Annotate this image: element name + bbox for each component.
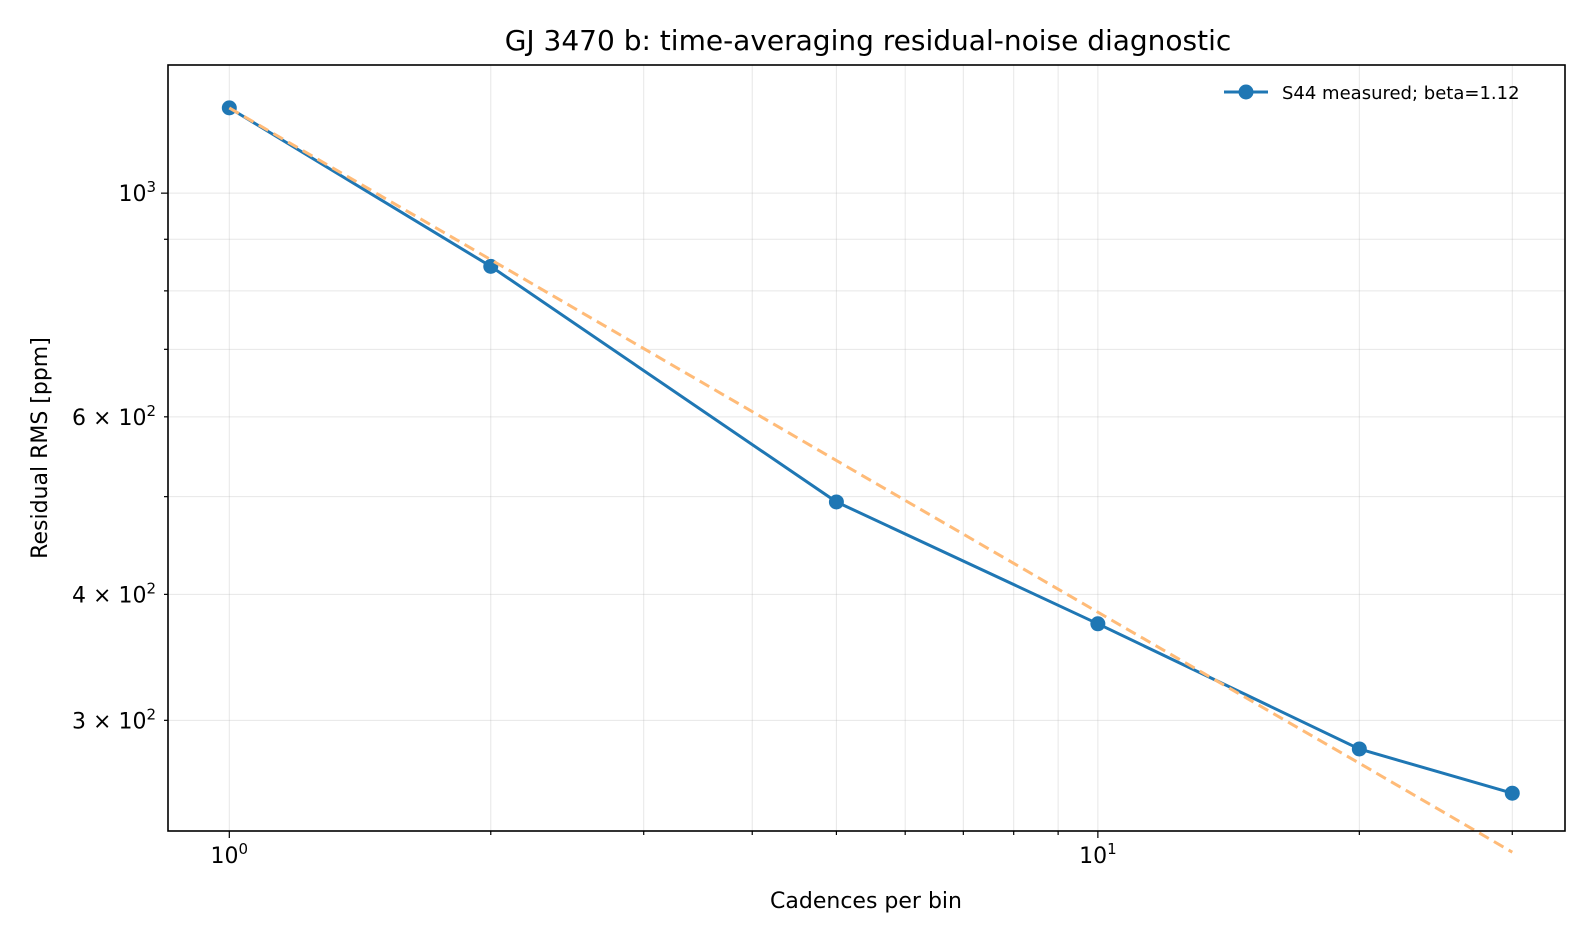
data-point (221, 100, 237, 116)
plot-frame (167, 64, 1566, 832)
data-point (828, 494, 844, 510)
y-tick-label: 4 × 102 (72, 579, 156, 608)
series-layer (221, 100, 1520, 854)
legend: S44 measured; beta=1.12 (1224, 83, 1520, 104)
data-point (1351, 741, 1367, 757)
y-tick-label: 103 (118, 178, 156, 207)
y-tick-label: 6 × 102 (72, 402, 156, 431)
legend-entry-measured: S44 measured; beta=1.12 (1282, 83, 1520, 104)
y-tick-label: 3 × 102 (72, 705, 156, 734)
fit-line (228, 106, 1514, 854)
data-point (1090, 616, 1106, 632)
data-point (1504, 785, 1520, 801)
series-line-measured (228, 106, 1513, 795)
x-axis-label: Cadences per bin (770, 889, 962, 914)
x-tick-label: 100 (211, 840, 249, 869)
grid (168, 65, 1565, 831)
ticks: 100 101 3 × 102 4 × 102 6 × 102 103 (72, 178, 1513, 869)
chart-title: GJ 3470 b: time-averaging residual-noise… (505, 24, 1232, 57)
legend-marker (1238, 84, 1254, 100)
y-axis-label: Residual RMS [ppm] (28, 337, 53, 559)
x-tick-label: 101 (1079, 840, 1117, 869)
